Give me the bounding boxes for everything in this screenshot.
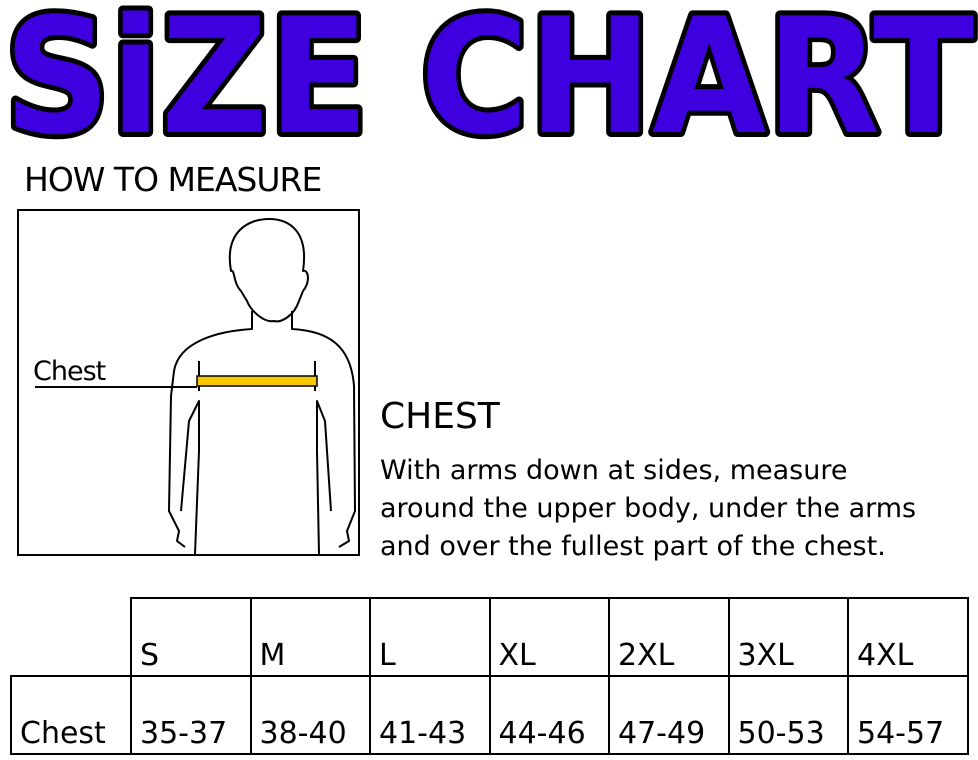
size-header-cell: 2XL [608,597,730,677]
body-outline [19,211,358,554]
chest-value-cell: 50-53 [727,675,849,755]
size-header-cell: 4XL [847,597,969,677]
size-chart-title: SiZE CHART [0,0,978,150]
measuring-tape [196,375,318,387]
chest-value-cell: 35-37 [130,675,252,755]
size-header-cell: L [369,597,491,677]
size-header-cell: 3XL [727,597,849,677]
size-table: S M L XL 2XL 3XL 4XL Chest 35-37 38-40 4… [10,597,969,755]
instruction-line: With arms down at sides, measure [380,455,848,486]
how-to-measure-heading: HOW TO MEASURE [24,160,322,199]
instruction-line: and over the fullest part of the chest. [380,531,886,562]
chest-label: Chest [33,356,106,387]
size-header-cell: XL [488,597,610,677]
instruction-line: around the upper body, under the arms [380,493,917,524]
measure-figure: Chest [17,209,360,556]
title-text: SiZE CHART [4,0,974,150]
chest-value-cell: 44-46 [488,675,610,755]
chest-value-cell: 54-57 [847,675,969,755]
chest-value-cell: 41-43 [369,675,491,755]
chest-value-cell: 47-49 [608,675,730,755]
row-label-cell: Chest [10,675,132,755]
chest-value-cell: 38-40 [249,675,371,755]
chest-instructions: With arms down at sides, measure around … [380,452,978,566]
empty-corner-cell [11,598,131,677]
size-header-row: S M L XL 2XL 3XL 4XL [11,597,969,677]
size-header-cell: S [130,597,252,677]
size-header-cell: M [249,597,371,677]
chest-heading: CHEST [380,396,500,437]
chest-row: Chest 35-37 38-40 41-43 44-46 47-49 50-5… [10,675,969,755]
